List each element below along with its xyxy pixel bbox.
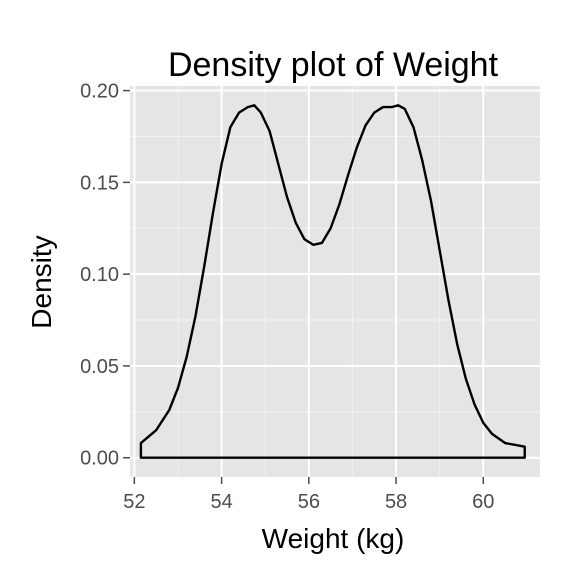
x-tick-label: 58 bbox=[385, 491, 407, 513]
x-tick-labels: 52 54 56 58 60 bbox=[123, 491, 494, 513]
data-layer bbox=[139, 104, 526, 459]
y-tick-label: 0.05 bbox=[80, 356, 119, 378]
x-tick-label: 54 bbox=[210, 491, 232, 513]
x-tick-label: 60 bbox=[472, 491, 494, 513]
chart-title: Density plot of Weight bbox=[168, 46, 499, 84]
y-tick-label: 0.10 bbox=[80, 264, 119, 286]
x-axis-title: Weight (kg) bbox=[262, 523, 405, 554]
y-tick-label: 0.20 bbox=[80, 81, 119, 103]
x-tick-label: 52 bbox=[123, 491, 145, 513]
density-curve bbox=[139, 104, 526, 459]
y-tick-label: 0.15 bbox=[80, 172, 119, 194]
axis-ticks bbox=[123, 89, 485, 484]
x-tick-label: 56 bbox=[298, 491, 320, 513]
plot-panel bbox=[130, 86, 540, 477]
grid-minor bbox=[130, 86, 540, 477]
y-tick-labels: 0.00 0.05 0.10 0.15 0.20 bbox=[80, 81, 119, 470]
y-axis-title: Density bbox=[26, 235, 57, 328]
y-tick-label: 0.00 bbox=[80, 448, 119, 470]
